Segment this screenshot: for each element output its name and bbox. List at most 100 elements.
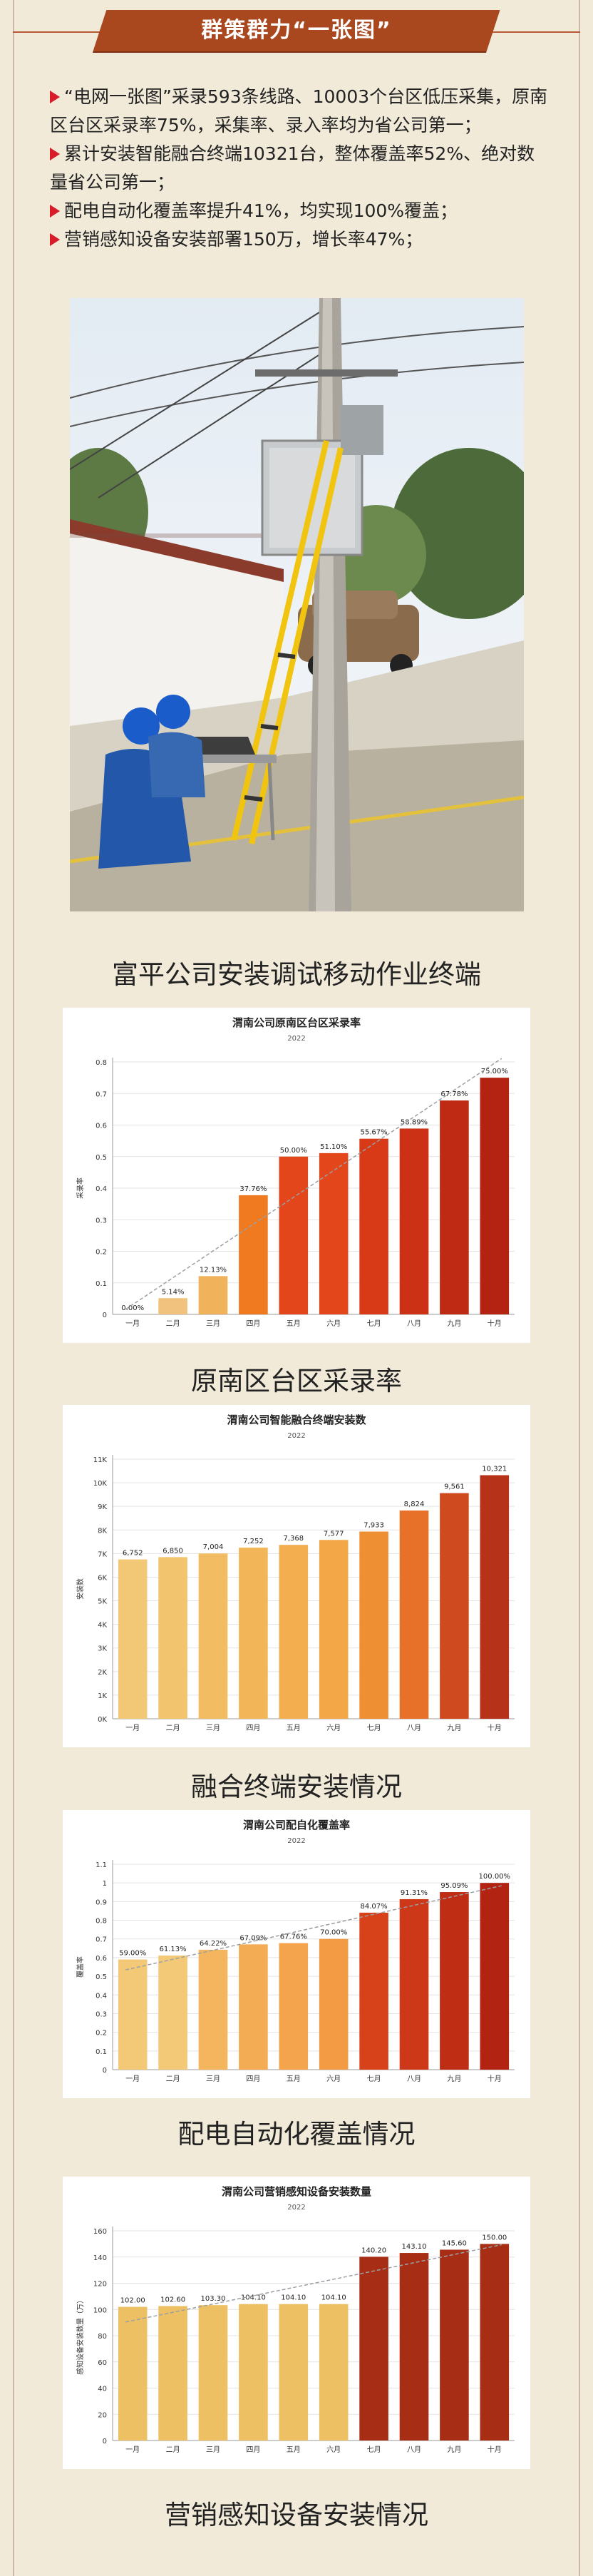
data-label: 5.14% [162, 1288, 185, 1296]
triangle-bullet-icon [50, 91, 60, 103]
data-label: 51.10% [320, 1143, 347, 1151]
bar [359, 1138, 388, 1314]
x-tick-label: 九月 [447, 2445, 461, 2454]
triangle-bullet-icon [50, 148, 60, 160]
data-label: 67.76% [280, 1933, 307, 1941]
y-axis-label: 安装数 [76, 1578, 85, 1600]
data-label: 70.00% [320, 1929, 347, 1937]
x-tick-label: 十月 [488, 2074, 502, 2083]
chart-sensing-devices: 渭南公司营销感知设备安装数量 2022 0 20 40 60 80 100 120 140 160 感… [76, 2185, 515, 2454]
x-tick-label: 八月 [407, 2075, 421, 2083]
y-tick-label: 0 [103, 1312, 107, 1319]
x-tick-label: 七月 [367, 2075, 381, 2083]
bar [158, 1557, 187, 1719]
bar [480, 1883, 510, 2070]
bar [359, 2256, 388, 2440]
y-tick-label: 1.1 [96, 1861, 107, 1869]
bullet-text: 配电自动化覆盖率提升41%，均实现100%覆盖； [64, 200, 458, 221]
bar [198, 2305, 228, 2440]
y-tick-label: 9K [98, 1503, 107, 1511]
y-tick-label: 0.2 [96, 2030, 107, 2038]
y-tick-label: 0.3 [96, 2010, 107, 2018]
bar [279, 1943, 309, 2070]
x-tick-label: 一月 [125, 1724, 140, 1732]
x-tick-label: 五月 [287, 1724, 301, 1732]
data-label: 58.89% [401, 1118, 428, 1126]
data-label: 150.00 [482, 2234, 507, 2242]
data-label: 7,004 [203, 1543, 224, 1551]
x-tick-label: 九月 [447, 1724, 461, 1732]
y-tick-label: 0 [103, 2438, 107, 2445]
x-tick-label: 九月 [447, 1319, 461, 1328]
chart-automation-coverage: 渭南公司配自化覆盖率 2022 0 0.1 0.2 0.3 0.4 0.5 0.6 0.7 0.8 0… [76, 1819, 515, 2083]
y-tick-label: 0.4 [96, 1992, 107, 2000]
data-label: 143.10 [402, 2243, 427, 2251]
chart-cailu-rate: 渭南公司原南区台区采录率 2022 0 0.1 0.2 0.3 0.4 0.5 0.6 0.7 0.… [76, 1016, 515, 1328]
bullet-text: 累计安装智能融合终端10321台，整体覆盖率52%、绝对数量省公司第一； [50, 143, 535, 193]
x-tick-label: 九月 [447, 2075, 461, 2083]
photo-illustration [70, 298, 524, 911]
bar [118, 1959, 148, 2070]
data-label: 104.10 [321, 2294, 346, 2302]
data-label: 55.67% [361, 1129, 388, 1137]
data-label: 7,252 [243, 1538, 264, 1545]
x-tick-label: 五月 [287, 2075, 301, 2083]
data-label: 84.07% [361, 1903, 388, 1911]
y-tick-label: 1K [98, 1692, 107, 1700]
y-tick-label: 160 [93, 2228, 107, 2236]
y-tick-label: 0.4 [96, 1185, 107, 1193]
chart-title: 渭南公司营销感知设备安装数量 [222, 2185, 371, 2198]
bullet-text: “电网一张图”采录593条线路、10003个台区低压采集，原南区台区采录率75%… [50, 86, 548, 136]
y-tick-label: 0.8 [96, 1059, 107, 1067]
y-tick-label: 2K [98, 1669, 107, 1677]
bar [198, 1949, 228, 2070]
y-tick-label: 4K [98, 1622, 107, 1630]
data-label: 50.00% [280, 1147, 307, 1155]
y-tick-label: 0K [98, 1716, 107, 1724]
bar [399, 1511, 429, 1719]
x-tick-label: 六月 [326, 2075, 341, 2083]
data-label: 67.78% [440, 1090, 468, 1098]
y-tick-label: 0.6 [96, 1123, 107, 1130]
chart-card-3: 渭南公司配自化覆盖率 2022 0 0.1 0.2 0.3 0.4 0.5 0.6 0.7 0.8 0… [63, 1810, 530, 2098]
data-label: 64.22% [200, 1940, 227, 1948]
y-tick-label: 11K [93, 1456, 108, 1464]
data-label: 100.00% [479, 1873, 511, 1881]
bar [239, 1944, 268, 2070]
x-tick-label: 七月 [367, 1319, 381, 1328]
banner-title: 群策群力“一张图” [201, 18, 392, 43]
bar [480, 1078, 510, 1314]
chart-terminal-installs: 渭南公司智能融合终端安装数 2022 0K 1K 2K 3K 4K 5K 6K 7K 8K 9K 10K… [76, 1414, 515, 1732]
data-label: 6,850 [163, 1547, 183, 1555]
data-label: 10,321 [482, 1465, 507, 1473]
chart-caption-3: 配电自动化覆盖情况 [177, 2119, 416, 2150]
x-tick-label: 四月 [246, 2445, 260, 2454]
chart-subtitle: 2022 [287, 1837, 305, 1845]
bar [440, 1493, 469, 1719]
bar [239, 1195, 268, 1314]
bar [319, 1938, 349, 2070]
data-label: 6,752 [123, 1550, 143, 1558]
chart-subtitle: 2022 [287, 2204, 305, 2212]
chart-subtitle: 2022 [287, 1035, 305, 1043]
bar [279, 1545, 309, 1719]
bar [319, 1540, 349, 1719]
bar [239, 2304, 268, 2440]
bar [118, 1559, 148, 1719]
y-tick-label: 3K [98, 1645, 107, 1653]
bar [239, 1548, 268, 1719]
x-tick-label: 七月 [367, 1724, 381, 1732]
data-label: 8,824 [404, 1501, 425, 1508]
data-label: 61.13% [160, 1946, 187, 1953]
data-label: 67.09% [239, 1934, 267, 1942]
y-tick-label: 1 [103, 1880, 107, 1888]
x-tick-label: 六月 [326, 1319, 341, 1328]
bar [440, 1892, 469, 2070]
y-tick-label: 0.3 [96, 1217, 107, 1225]
y-tick-label: 120 [93, 2281, 107, 2289]
y-tick-label: 10K [93, 1480, 108, 1488]
x-tick-label: 二月 [166, 1724, 180, 1732]
x-tick-label: 六月 [326, 1724, 341, 1732]
x-tick-label: 十月 [488, 2445, 502, 2454]
bar [158, 2306, 187, 2440]
